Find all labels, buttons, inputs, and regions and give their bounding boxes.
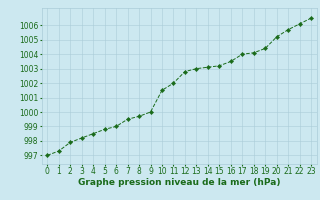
X-axis label: Graphe pression niveau de la mer (hPa): Graphe pression niveau de la mer (hPa) [78,178,280,187]
